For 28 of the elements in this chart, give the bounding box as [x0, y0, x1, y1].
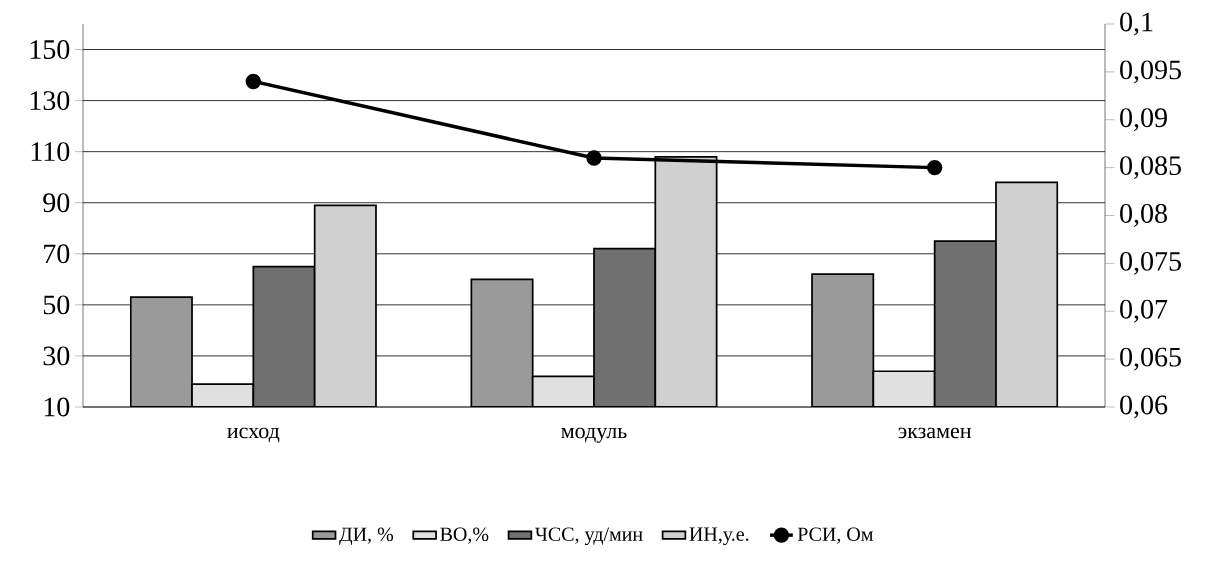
x-tick-label: модуль: [561, 427, 627, 443]
x-tick-label: исход: [227, 427, 280, 443]
y-tick-label: 70: [44, 244, 70, 264]
y2-tick-label: 0,09: [1120, 108, 1167, 132]
point: [926, 159, 943, 176]
legend-label: ЧСС, уд/мин: [535, 527, 643, 546]
y2-tick-label: 0,06: [1120, 395, 1168, 419]
point: [245, 73, 262, 90]
y2-tick-label: 0,07: [1120, 299, 1168, 323]
y-tick-label: 130: [30, 91, 70, 111]
legend-label: ВО,%: [440, 527, 489, 544]
y2-tick-label: 0,075: [1120, 251, 1181, 275]
y-tick-label: 150: [30, 40, 70, 59]
y2-tick-label: 0,1: [1120, 12, 1153, 36]
legend-label: ИН,у.е.: [689, 527, 749, 545]
y2-tick-label: 0,085: [1120, 156, 1181, 180]
y-tick-label: 30: [43, 346, 70, 366]
legend-label: РСИ, Ом: [797, 527, 873, 544]
y-tick-label: 90: [43, 193, 70, 213]
y2-tick-label: 0,065: [1120, 347, 1181, 371]
y-tick-label: 50: [43, 295, 70, 315]
y-tick-label: 10: [44, 397, 70, 417]
y2-tick-label: 0,08: [1120, 204, 1167, 227]
y-tick-label: 110: [31, 142, 70, 162]
legend-label: ДИ, %: [339, 527, 394, 546]
point: [586, 150, 602, 166]
y2-tick-label: 0,095: [1120, 60, 1181, 84]
x-tick-label: экзамен: [898, 427, 972, 439]
